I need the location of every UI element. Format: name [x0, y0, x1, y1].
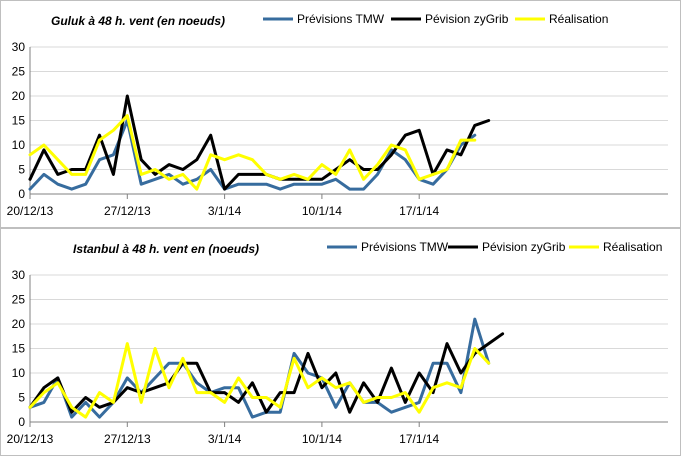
- y-tick-label: 0: [18, 415, 25, 429]
- y-tick-label: 25: [12, 293, 26, 307]
- chart-title: Istanbul à 48 h. vent en (noeuds): [73, 242, 259, 256]
- series-line-tmw: [28, 119, 477, 191]
- series-line-realisation: [28, 114, 477, 191]
- x-tick-label: 17/1/14: [399, 204, 439, 218]
- x-tick-label: 17/1/14: [399, 432, 439, 446]
- x-tick-label: 10/1/14: [302, 204, 342, 218]
- x-tick-label: 20/12/13: [7, 432, 54, 446]
- x-tick-label: 3/1/14: [208, 204, 242, 218]
- series-line-zygrib: [28, 94, 491, 191]
- legend-label-zygrib: Pévision zyGrib: [482, 240, 566, 254]
- legend-label-tmw: Prévisions TMW: [361, 240, 449, 254]
- y-tick-label: 10: [12, 138, 26, 152]
- y-tick-label: 0: [18, 187, 25, 201]
- legend-label-realisation: Réalisation: [549, 12, 608, 26]
- legend-label-realisation: Réalisation: [603, 240, 662, 254]
- y-tick-label: 30: [12, 268, 26, 282]
- y-tick-label: 25: [12, 65, 26, 79]
- y-tick-label: 30: [12, 40, 26, 54]
- chart-title: Guluk à 48 h. vent (en noeuds): [51, 14, 225, 28]
- x-tick-label: 10/1/14: [302, 432, 342, 446]
- legend-label-tmw: Prévisions TMW: [297, 12, 385, 26]
- y-tick-label: 5: [18, 163, 25, 177]
- y-tick-label: 10: [12, 366, 26, 380]
- chart-panel-guluk: Guluk à 48 h. vent (en noeuds) 0 5 10 15 20 25…: [0, 0, 681, 228]
- x-tick-label: 3/1/14: [208, 432, 242, 446]
- y-tick-label: 15: [12, 342, 26, 356]
- series-line-tmw: [28, 317, 491, 419]
- series-line-realisation: [28, 342, 491, 419]
- y-tick-label: 20: [12, 89, 26, 103]
- chart-guluk: Guluk à 48 h. vent (en noeuds) 0 5 10 15 20 25…: [7, 12, 668, 218]
- y-tick-label: 15: [12, 114, 26, 128]
- legend-label-zygrib: Pévision zyGrib: [425, 12, 509, 26]
- series-line-zygrib: [28, 332, 505, 414]
- x-tick-label: 20/12/13: [7, 204, 54, 218]
- y-tick-label: 5: [18, 391, 25, 405]
- y-tick-label: 20: [12, 317, 26, 331]
- chart-panel-istanbul: Istanbul à 48 h. vent en (noeuds) 0 5 10 15 2…: [0, 228, 681, 456]
- x-tick-label: 27/12/13: [104, 432, 151, 446]
- chart-istanbul: Istanbul à 48 h. vent en (noeuds) 0 5 10 15 2…: [7, 240, 668, 446]
- x-tick-label: 27/12/13: [104, 204, 151, 218]
